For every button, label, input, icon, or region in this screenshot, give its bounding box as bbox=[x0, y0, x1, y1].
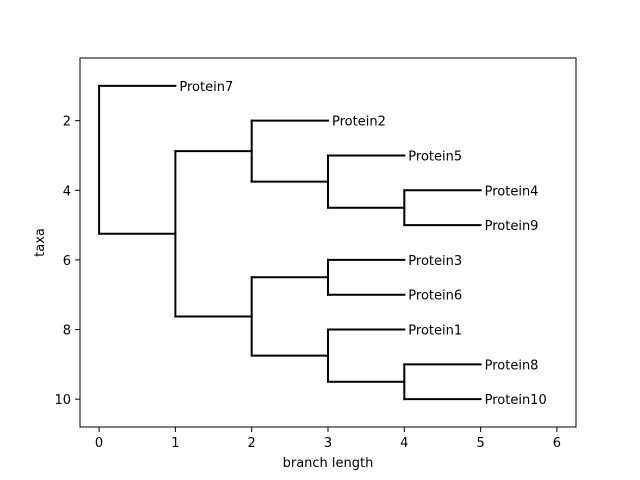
y-tick-label: 4 bbox=[63, 184, 71, 199]
leaf-label-protein3: Protein3 bbox=[408, 254, 462, 269]
x-axis-title: branch length bbox=[283, 456, 374, 471]
y-axis: 2 4 6 8 10 bbox=[54, 115, 80, 408]
leaf-label-protein2: Protein2 bbox=[332, 115, 386, 130]
leaf-label-protein6: Protein6 bbox=[408, 289, 462, 304]
leaf-label-protein4: Protein4 bbox=[485, 184, 539, 199]
x-tick-label: 2 bbox=[248, 436, 256, 451]
leaf-label-protein9: Protein9 bbox=[485, 219, 539, 234]
x-tick-label: 6 bbox=[553, 436, 561, 451]
leaf-label-protein5: Protein5 bbox=[408, 149, 462, 164]
x-tick-label: 0 bbox=[95, 436, 103, 451]
y-tick-label: 2 bbox=[63, 115, 71, 130]
x-tick-label: 1 bbox=[171, 436, 179, 451]
tree-branches bbox=[98, 84, 482, 401]
leaf-label-protein8: Protein8 bbox=[485, 358, 539, 373]
y-tick-label: 8 bbox=[63, 324, 71, 339]
leaf-label-protein7: Protein7 bbox=[179, 80, 233, 95]
y-tick-label: 6 bbox=[63, 254, 71, 269]
leaf-label-protein1: Protein1 bbox=[408, 324, 462, 339]
leaf-labels: Protein7 Protein2 Protein5 Protein4 Prot… bbox=[179, 80, 546, 408]
x-axis: 0 1 2 3 4 5 6 bbox=[95, 427, 561, 451]
x-tick-label: 4 bbox=[400, 436, 408, 451]
y-tick-label: 10 bbox=[54, 393, 71, 408]
x-tick-label: 3 bbox=[324, 436, 332, 451]
leaf-label-protein10: Protein10 bbox=[485, 393, 547, 408]
y-axis-title: taxa bbox=[33, 228, 48, 257]
x-tick-label: 5 bbox=[476, 436, 484, 451]
